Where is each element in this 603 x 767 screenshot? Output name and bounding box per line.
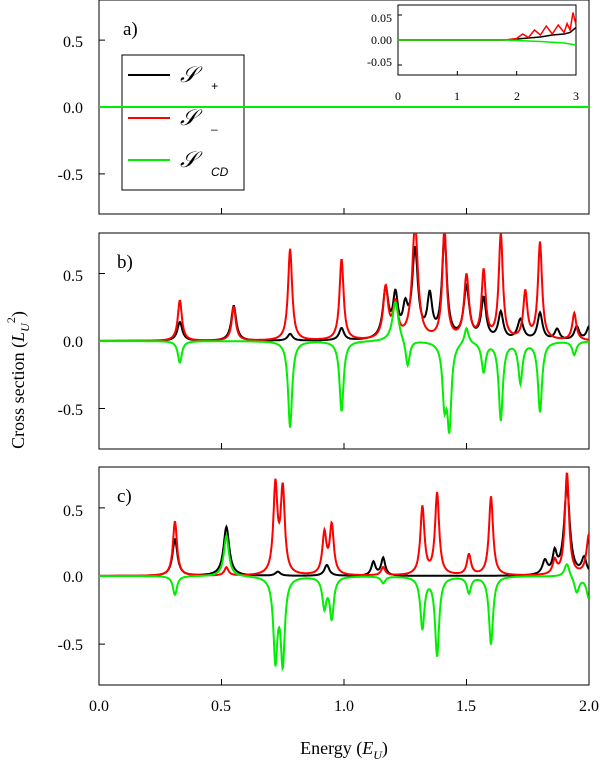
xtick-3: 1.5 [456,698,476,715]
inset-ytick-2: -0.05 [367,55,392,69]
inset-xtick-0: 0 [395,89,401,103]
xtick-0: 0.0 [89,698,109,715]
y-axis-title-text: Cross section ( [8,342,29,449]
panel-b-ytick-2: -0.5 [58,402,83,419]
xtick-2: 1.0 [334,698,354,715]
xtick-1: 0.5 [211,698,231,715]
panel-b-series-scd [99,301,589,434]
legend-sub-plus: + [211,79,218,93]
panel-c-ytick-0: 0.5 [63,503,83,520]
legend-box [121,54,245,191]
panel-c-ytick-2: -0.5 [58,637,83,654]
y-axis-title-sup: 2 [4,317,18,323]
curves [99,12,589,672]
panel-b-ytick-0: 0.5 [63,268,83,285]
y-axis-title-symbol: L [8,332,28,343]
panel-b-label: b) [117,252,133,273]
inset-ytick-0: 0.05 [371,11,392,25]
panel-a-ytick-0: 0.5 [63,34,83,51]
legend-sub-cd: CD [211,165,229,179]
x-axis-title-symbol: E [361,738,373,758]
y-axis-title-sub: U [18,322,32,332]
y-axis-title: Cross section (LU2) [4,311,32,449]
x-axis-title-text: Energy ( [300,738,362,759]
panel-c-series-sminus [99,472,589,577]
panel-b-series-splus [99,234,589,342]
inset-series-sminus [398,12,577,41]
inset-xtick-1: 1 [454,89,460,103]
x-axis-title: Energy (EU) [300,738,388,762]
y-axis-title-end: ) [8,311,29,317]
inset: 0.05 0.00 -0.05 0 1 2 3 [367,4,579,103]
panel-b-frame [98,232,590,450]
panel-b-ytick-1: 0.0 [63,334,83,351]
legend: 𝒮 + 𝒮 – 𝒮 CD [121,54,245,191]
panel-c-series-splus [99,485,589,577]
inset-series-scd [398,39,577,46]
x-axis-title-end: ) [382,738,388,759]
panel-b-series-sminus [99,233,589,342]
inset-xtick-3: 3 [573,89,579,103]
panel-c-label: c) [117,486,132,507]
x-axis-title-sub: U [373,748,383,762]
inset-xtick-2: 2 [514,89,520,103]
tick-marks [98,14,590,685]
panel-a-label: a) [123,19,138,40]
legend-sub-minus: – [210,122,218,136]
panel-a-ytick-2: -0.5 [58,167,83,184]
panel-c-series-scd [99,532,589,672]
inset-ytick-1: 0.00 [371,33,392,47]
panel-a-ytick-1: 0.0 [63,100,83,117]
xtick-4: 2.0 [579,698,599,715]
panel-c-ytick-1: 0.0 [63,569,83,586]
